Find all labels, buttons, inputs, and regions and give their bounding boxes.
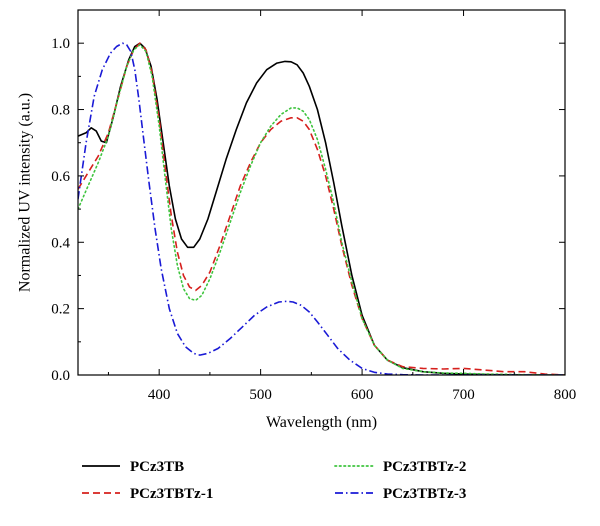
series-line-3 (78, 44, 565, 375)
series-layer (78, 42, 565, 375)
legend: PCz3TB PCz3TBTz-1 PCz3TBTz-2 PCz3TBTz-3 (82, 459, 466, 502)
x-tick-label: 700 (452, 387, 475, 403)
y-tick-label: 0.6 (51, 169, 70, 185)
series-line-4 (78, 42, 565, 375)
y-tick-label: 0.2 (51, 302, 70, 318)
ticks-layer: 400 500 600 700 800 0.0 0.2 0.4 0.6 0.8 1.0 (51, 9, 577, 403)
y-tick-label: 0.8 (51, 103, 70, 119)
x-tick-label: 500 (249, 387, 272, 403)
legend-label-3: PCz3TBTz-2 (383, 459, 466, 475)
x-tick-label: 800 (554, 387, 577, 403)
x-tick-label: 600 (351, 387, 374, 403)
y-tick-label: 0.4 (51, 235, 70, 251)
y-tick-label: 0.0 (51, 368, 70, 384)
x-axis-label: Wavelength (nm) (266, 414, 377, 431)
legend-label-4: PCz3TBTz-3 (383, 486, 466, 502)
x-tick-label: 400 (148, 387, 171, 403)
series-line-1 (78, 42, 565, 375)
legend-label-2: PCz3TBTz-1 (130, 486, 213, 502)
plot-frame (77, 9, 566, 376)
series-line-2 (78, 42, 565, 375)
y-axis-label: Normalized UV intensity (a.u.) (17, 93, 34, 292)
legend-label-1: PCz3TB (130, 459, 184, 475)
y-tick-label: 1.0 (51, 36, 70, 52)
